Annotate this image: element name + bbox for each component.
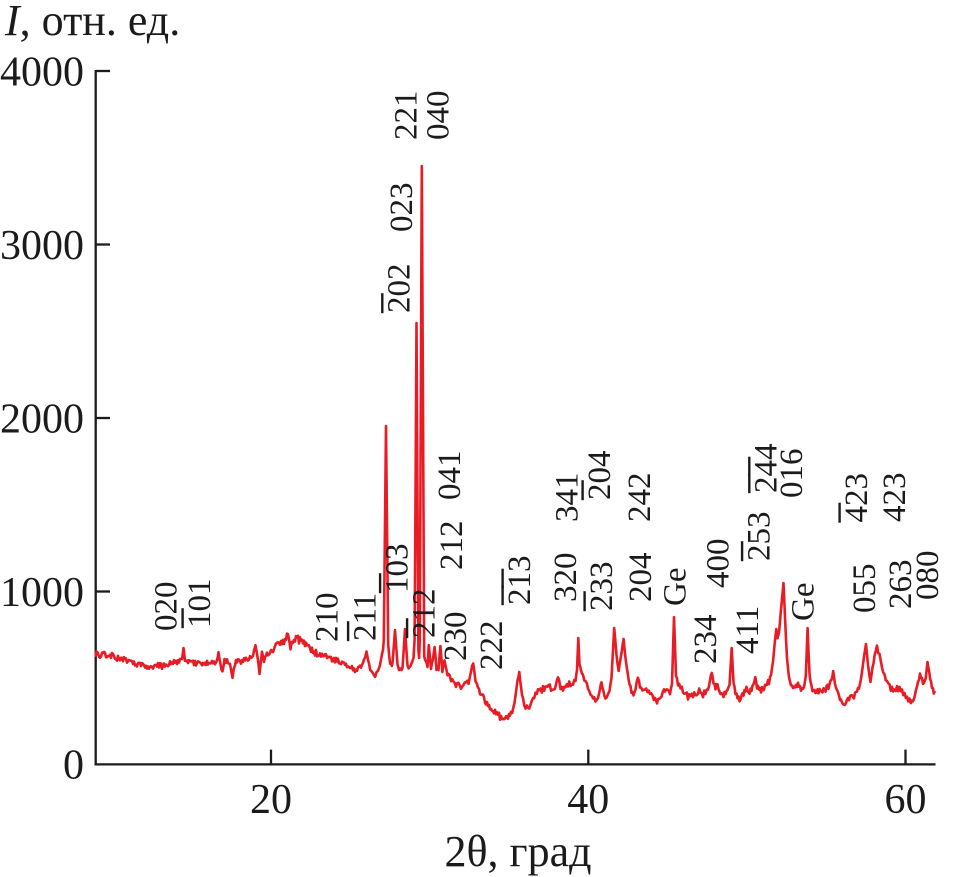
svg-text:3000: 3000: [0, 223, 84, 269]
svg-text:230: 230: [438, 612, 474, 662]
svg-text:212: 212: [434, 521, 470, 571]
svg-text:263: 263: [883, 560, 919, 610]
svg-text:320: 320: [548, 553, 584, 603]
svg-text:253: 253: [742, 512, 778, 562]
svg-text:2θ, град: 2θ, град: [444, 827, 591, 876]
svg-text:234: 234: [688, 615, 724, 665]
svg-text:233: 233: [584, 562, 620, 612]
svg-text:222: 222: [474, 621, 510, 671]
svg-text:016: 016: [774, 449, 810, 499]
svg-text:423: 423: [839, 473, 875, 523]
svg-text:213: 213: [502, 556, 538, 606]
svg-text:211: 211: [348, 593, 384, 641]
svg-text:244: 244: [749, 444, 785, 494]
svg-text:242: 242: [622, 473, 658, 523]
svg-text:055: 055: [847, 564, 883, 614]
svg-text:101: 101: [182, 579, 218, 629]
svg-text:20: 20: [250, 777, 292, 823]
svg-text:0: 0: [63, 743, 84, 789]
svg-text:2000: 2000: [0, 397, 84, 443]
svg-text:I, отн. ед.: I, отн. ед.: [4, 0, 180, 45]
svg-text:204: 204: [582, 451, 618, 501]
svg-text:040: 040: [421, 91, 457, 141]
svg-text:400: 400: [701, 539, 737, 589]
svg-text:221: 221: [389, 91, 425, 141]
svg-text:411: 411: [730, 606, 766, 654]
svg-text:4000: 4000: [0, 50, 84, 96]
svg-text:341: 341: [550, 473, 586, 523]
svg-text:212: 212: [407, 589, 443, 639]
svg-text:204: 204: [623, 553, 659, 603]
svg-text:103: 103: [380, 544, 416, 594]
svg-text:023: 023: [384, 183, 420, 233]
svg-text:202: 202: [382, 264, 418, 314]
svg-text:041: 041: [432, 451, 468, 501]
svg-text:Ge: Ge: [786, 583, 822, 621]
svg-text:020: 020: [149, 582, 185, 632]
svg-text:423: 423: [877, 473, 913, 523]
svg-text:1000: 1000: [0, 570, 84, 616]
svg-text:60: 60: [885, 777, 927, 823]
svg-text:080: 080: [910, 551, 946, 601]
svg-text:210: 210: [310, 593, 346, 643]
svg-text:40: 40: [567, 777, 609, 823]
svg-text:Ge: Ge: [658, 568, 694, 606]
